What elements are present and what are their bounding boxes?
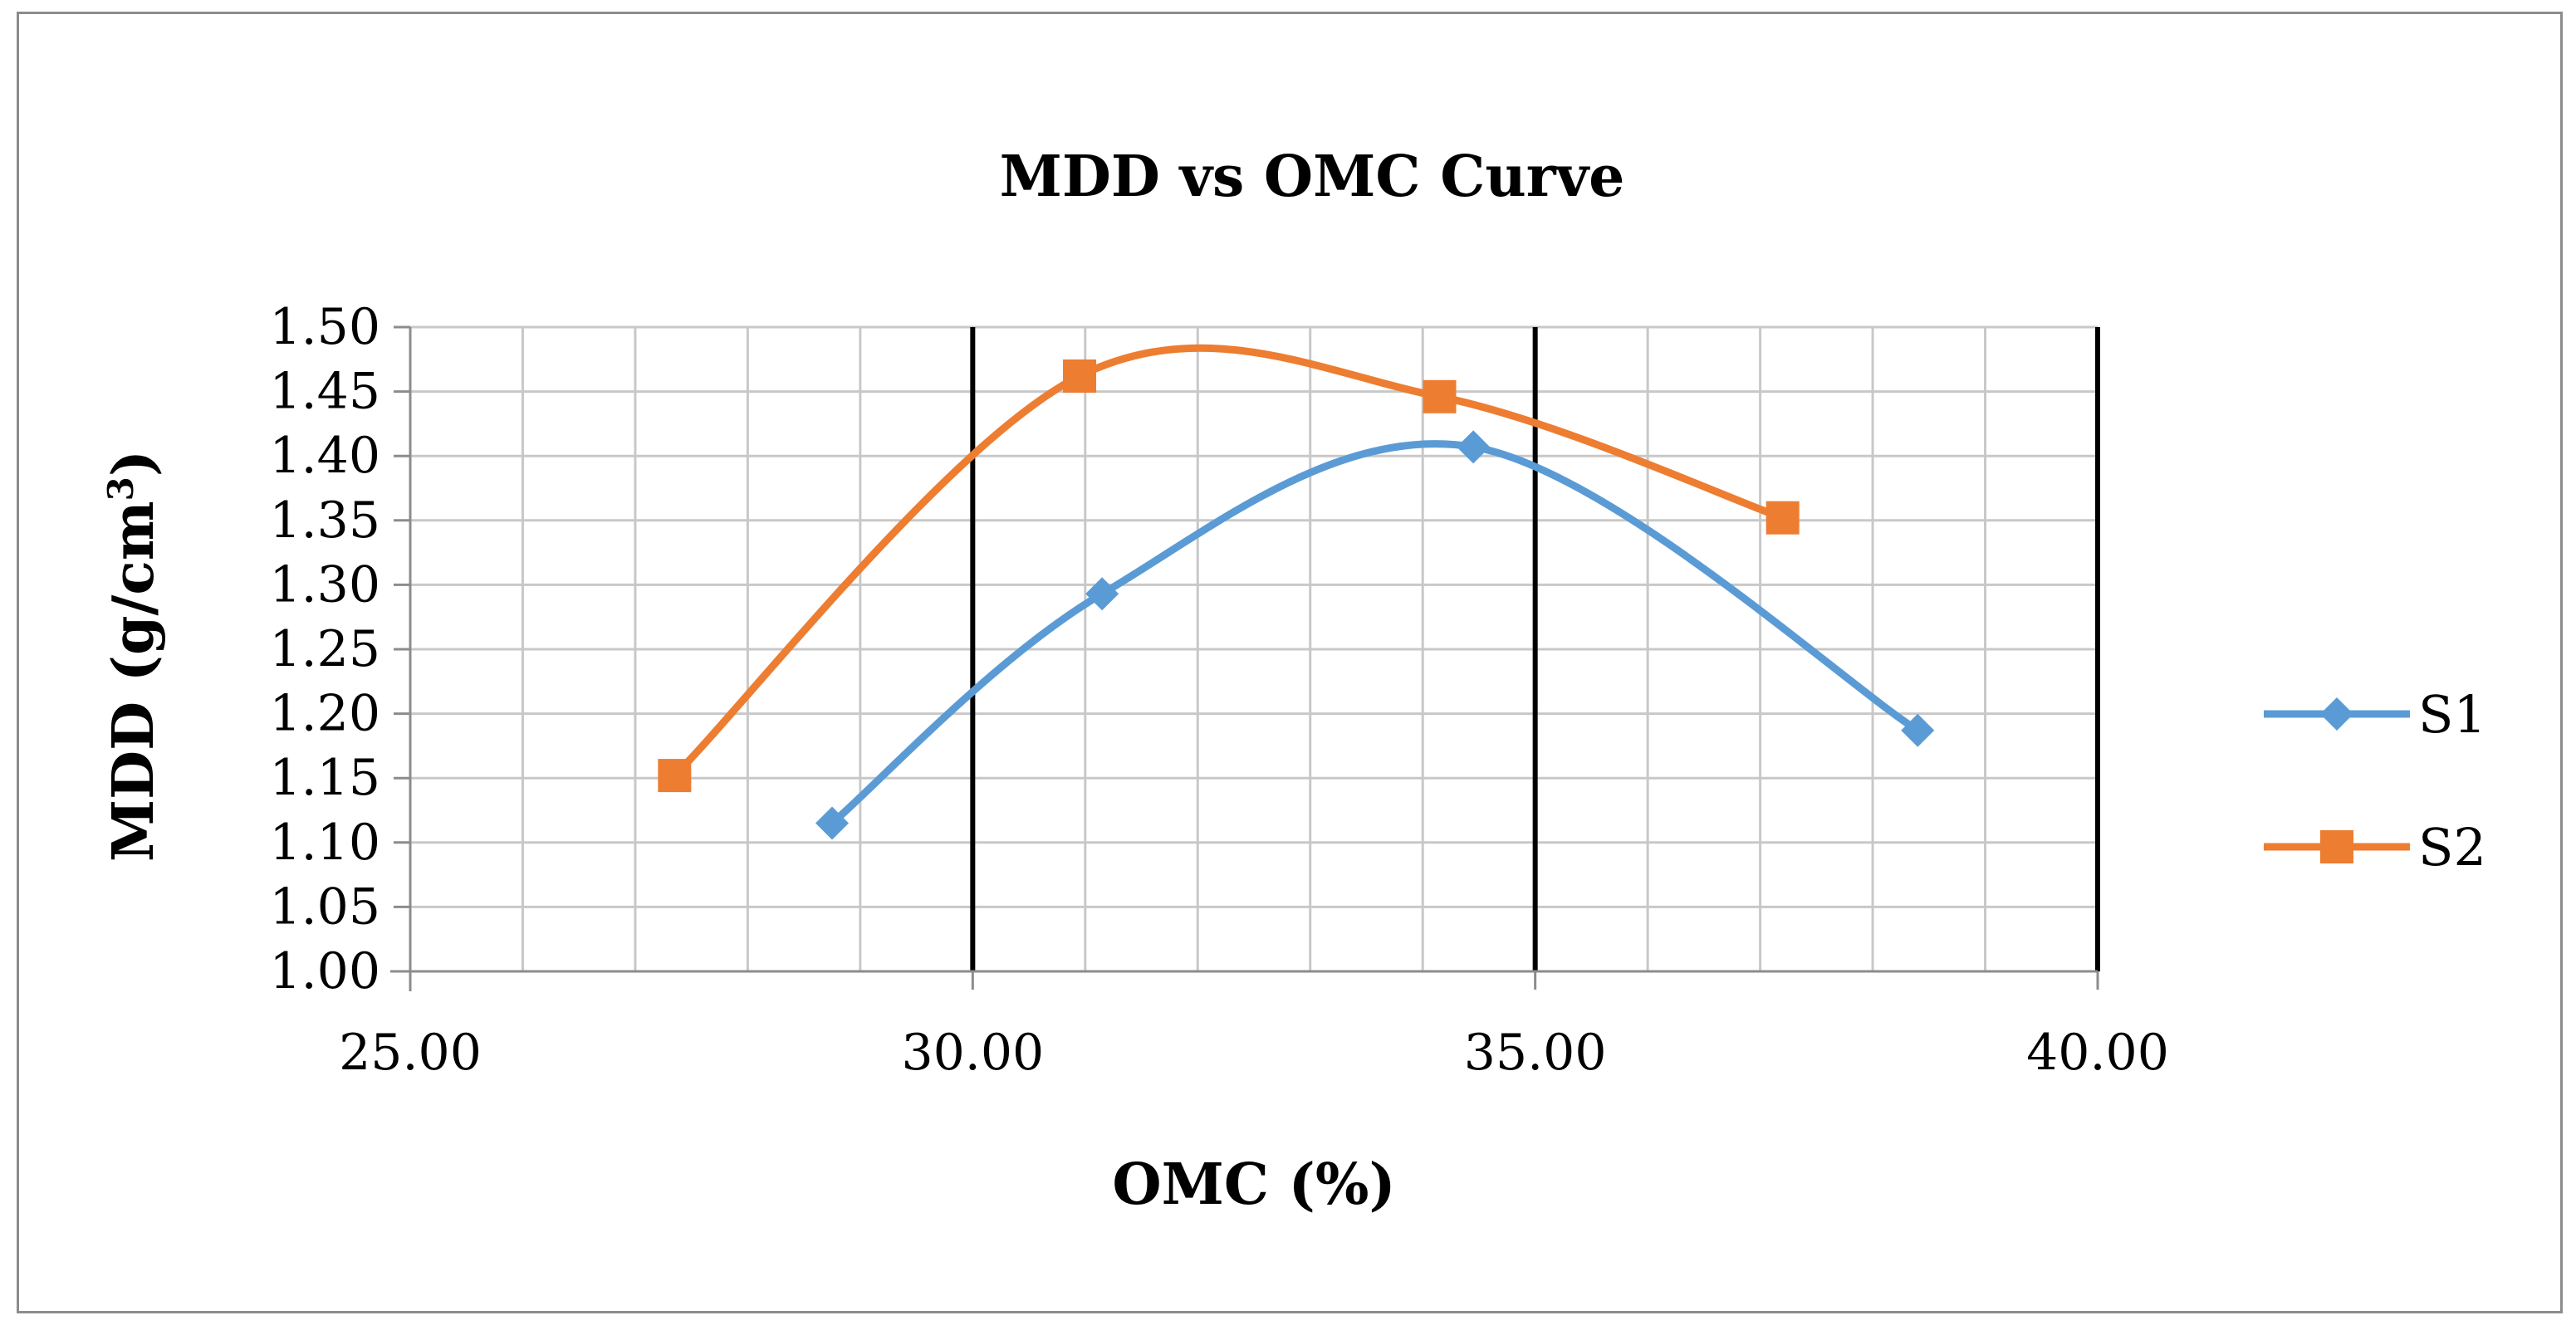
- legend-label-s1: S1: [2418, 684, 2486, 745]
- data-point-s1: [1901, 713, 1935, 747]
- data-point-s2: [1423, 379, 1457, 413]
- data-point-s1: [815, 806, 849, 840]
- data-point-s2: [1765, 501, 1800, 535]
- x-tick-label: 30.00: [901, 1024, 1044, 1082]
- data-point-s1: [1457, 430, 1491, 464]
- y-axis-title-superscript: 3: [100, 477, 141, 501]
- x-tick-label: 25.00: [339, 1024, 482, 1082]
- legend-marker-s2: [2320, 830, 2353, 863]
- y-tick-label: 1.45: [269, 363, 380, 421]
- grid-minor: [410, 325, 2098, 973]
- y-tick-label: 1.40: [269, 427, 380, 485]
- y-tick-label: 1.00: [269, 942, 380, 1000]
- y-tick-label: 1.10: [269, 814, 380, 872]
- x-tick-label: 35.00: [1464, 1024, 1607, 1082]
- data-point-s1: [1085, 577, 1119, 611]
- y-tick-label: 1.05: [269, 878, 380, 936]
- series-s1: [815, 430, 1935, 840]
- series-line-s1: [828, 440, 1922, 828]
- y-tick-label: 1.50: [269, 298, 380, 356]
- data-point-s2: [1063, 359, 1097, 393]
- chart-frame: [17, 12, 2563, 1313]
- legend-item-s1: S1: [2264, 684, 2486, 745]
- legend: S1 S2: [2264, 684, 2486, 878]
- legend-marker-s1: [2320, 697, 2353, 731]
- grid-major: [970, 327, 2100, 971]
- y-tick-label: 1.20: [269, 685, 380, 743]
- x-tick-label: 40.00: [2026, 1024, 2169, 1082]
- x-axis-title: OMC (%): [1112, 1152, 1395, 1218]
- axes: [390, 325, 2099, 991]
- y-axis-title-close: ): [100, 450, 167, 477]
- x-tick-labels: 25.00 30.00 35.00 40.00: [339, 1024, 2169, 1082]
- y-axis-title: MDD (g/cm3): [100, 450, 167, 862]
- legend-label-s2: S2: [2418, 817, 2486, 878]
- series-s2: [658, 344, 1800, 793]
- data-point-s2: [658, 759, 692, 793]
- y-tick-label: 1.35: [269, 491, 380, 550]
- y-axis-title-main: MDD (g/cm: [100, 501, 167, 862]
- chart-title: MDD vs OMC Curve: [1000, 144, 1625, 210]
- y-tick-label: 1.25: [269, 620, 380, 678]
- y-tick-label: 1.15: [269, 749, 380, 807]
- y-tick-label: 1.30: [269, 555, 380, 614]
- series-layer: [658, 344, 1935, 840]
- legend-item-s2: S2: [2264, 817, 2486, 878]
- series-line-s2: [670, 344, 1787, 780]
- y-tick-labels: 1.00 1.05 1.10 1.15 1.20 1.25 1.301.35 1.40 1.45…: [269, 298, 380, 1000]
